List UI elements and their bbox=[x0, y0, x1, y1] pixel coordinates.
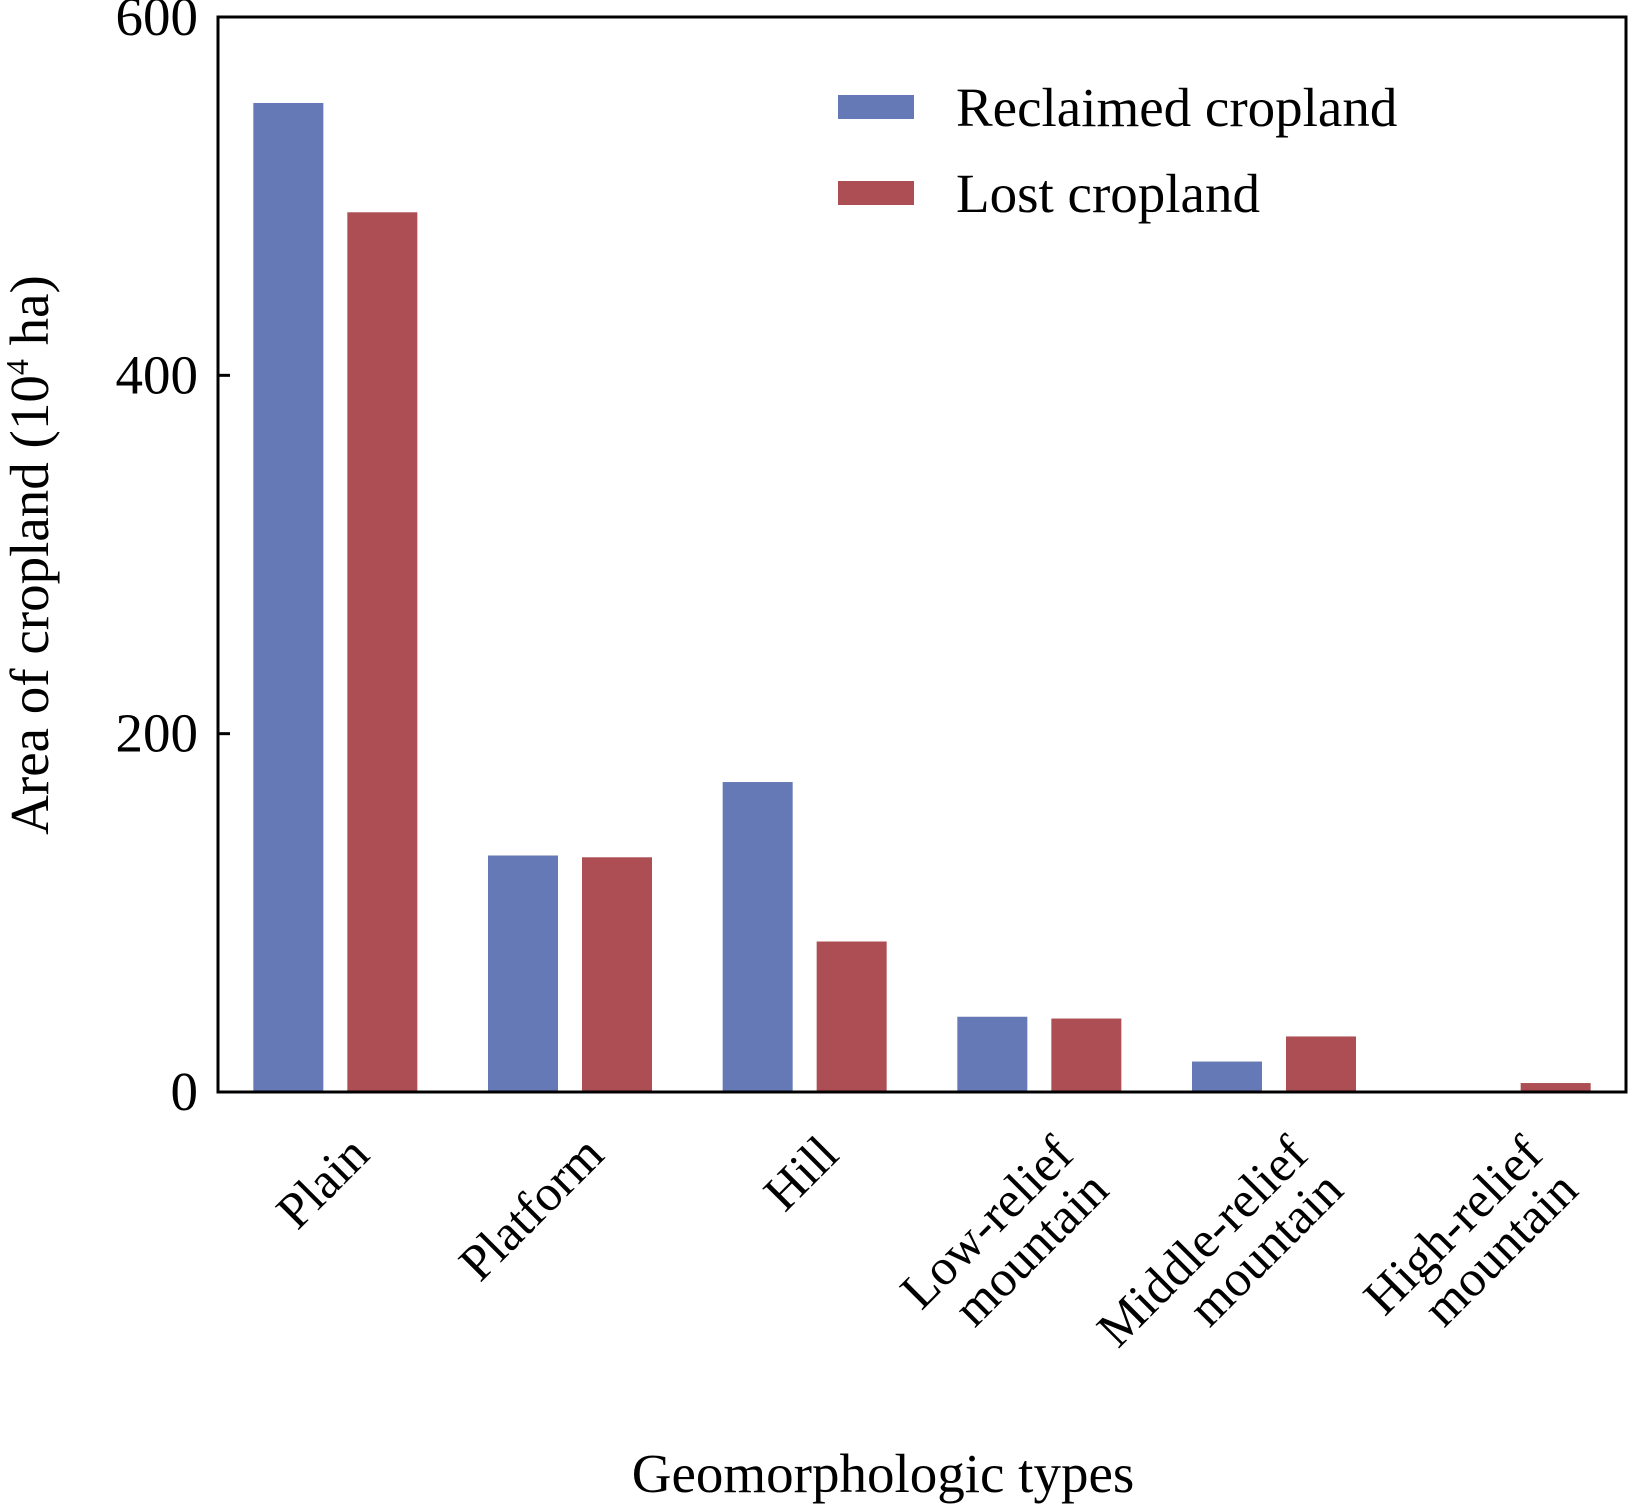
plot-frame bbox=[216, 15, 1628, 1094]
legend-swatch bbox=[838, 181, 914, 205]
bars-layer bbox=[253, 103, 1591, 1092]
bar bbox=[347, 212, 418, 1092]
x-category-label: Hill bbox=[754, 1126, 850, 1222]
bar bbox=[488, 855, 558, 1092]
y-tick-label: 600 bbox=[116, 0, 199, 47]
x-axis-categories: Plain Platform Hill Low-reliefmountainMiddl… bbox=[266, 1126, 1589, 1393]
bar bbox=[253, 103, 324, 1092]
bar bbox=[816, 941, 887, 1092]
bar bbox=[1520, 1083, 1591, 1092]
bar bbox=[1051, 1018, 1122, 1092]
bar bbox=[722, 782, 793, 1092]
x-category-label: Plain bbox=[266, 1126, 380, 1240]
bar bbox=[582, 857, 652, 1092]
bar bbox=[1286, 1036, 1356, 1092]
x-category-label: Middle-reliefmountain bbox=[1087, 1126, 1354, 1393]
bar bbox=[957, 1016, 1028, 1092]
y-axis-title: Area of cropland (104 ha) bbox=[0, 275, 60, 835]
y-tick-label: 200 bbox=[116, 703, 199, 764]
legend: Reclaimed cropland Lost cropland bbox=[838, 77, 1397, 224]
x-category-label: Low-reliefmountain bbox=[890, 1126, 1119, 1355]
y-axis-title-exponent: 4 bbox=[0, 359, 35, 375]
y-tick-label: 400 bbox=[116, 344, 199, 405]
legend-swatch bbox=[838, 95, 914, 119]
x-category-label: High-reliefmountain bbox=[1354, 1126, 1589, 1361]
y-axis-title-prefix: Area of cropland (10 bbox=[0, 375, 60, 835]
legend-label: Lost cropland bbox=[956, 163, 1260, 224]
bar bbox=[1192, 1061, 1262, 1092]
legend-label: Reclaimed cropland bbox=[956, 77, 1397, 138]
x-category-label: Platform bbox=[449, 1126, 615, 1292]
x-axis-title: Geomorphologic types bbox=[632, 1443, 1135, 1504]
y-axis: 0 200 400 600 bbox=[116, 0, 230, 1122]
y-tick-label: 0 bbox=[171, 1061, 199, 1122]
y-axis-title-suffix: ha) bbox=[0, 275, 60, 359]
